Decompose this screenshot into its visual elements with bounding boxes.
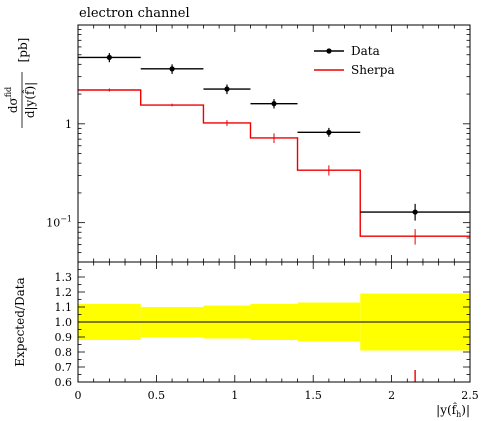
- main-y-tick-label: 10−1: [46, 215, 72, 230]
- data-point-3: [271, 101, 277, 107]
- legend: Data Sherpa: [314, 44, 395, 77]
- data-point-5: [412, 209, 418, 215]
- sherpa-histogram: [78, 89, 470, 237]
- ylabel-unit: [pb]: [16, 38, 30, 63]
- legend-data-label: Data: [351, 44, 380, 58]
- data-point-4: [326, 129, 332, 135]
- main-y-tick-label: 1: [65, 118, 72, 131]
- x-tick-label: 1.5: [304, 389, 322, 402]
- x-tick-label: 2: [388, 389, 395, 402]
- x-tick-label: 0.5: [148, 389, 166, 402]
- data-point-1: [169, 66, 175, 72]
- legend-sherpa-label: Sherpa: [351, 63, 395, 77]
- data-point-2: [224, 86, 230, 92]
- data-point-0: [106, 54, 112, 61]
- main-y-axis-label: dσfid d|y(f̂)| [pb]: [4, 38, 37, 128]
- ratio-y-tick-label: 0.7: [55, 361, 73, 374]
- svg-text:dσfid: dσfid: [4, 87, 20, 113]
- ratio-y-tick-label: 1.1: [55, 301, 73, 314]
- x-tick-label: 0: [75, 389, 82, 402]
- x-tick-label: 1: [231, 389, 238, 402]
- x-axis-label: |y(f̂h)|: [436, 401, 470, 419]
- ylabel-superscript: fid: [4, 87, 13, 97]
- legend-data-marker: [326, 48, 332, 54]
- main-plot-frame: [77, 24, 471, 263]
- ratio-y-axis-label: Expected/Data: [13, 277, 27, 366]
- ratio-y-tick-label: 1.0: [55, 316, 73, 329]
- ratio-y-tick-label: 1.3: [55, 271, 73, 284]
- chart-title: electron channel: [79, 6, 190, 21]
- ratio-y-tick-label: 0.6: [55, 376, 73, 389]
- x-tick-label: 2.5: [461, 389, 479, 402]
- ratio-y-tick-label: 0.9: [55, 331, 73, 344]
- ratio-y-tick-label: 1.2: [55, 286, 73, 299]
- ylabel-denominator: d|y(f̂)|: [21, 82, 37, 118]
- ratio-y-tick-label: 0.8: [55, 346, 73, 359]
- ylabel-numerator: dσ: [6, 97, 20, 113]
